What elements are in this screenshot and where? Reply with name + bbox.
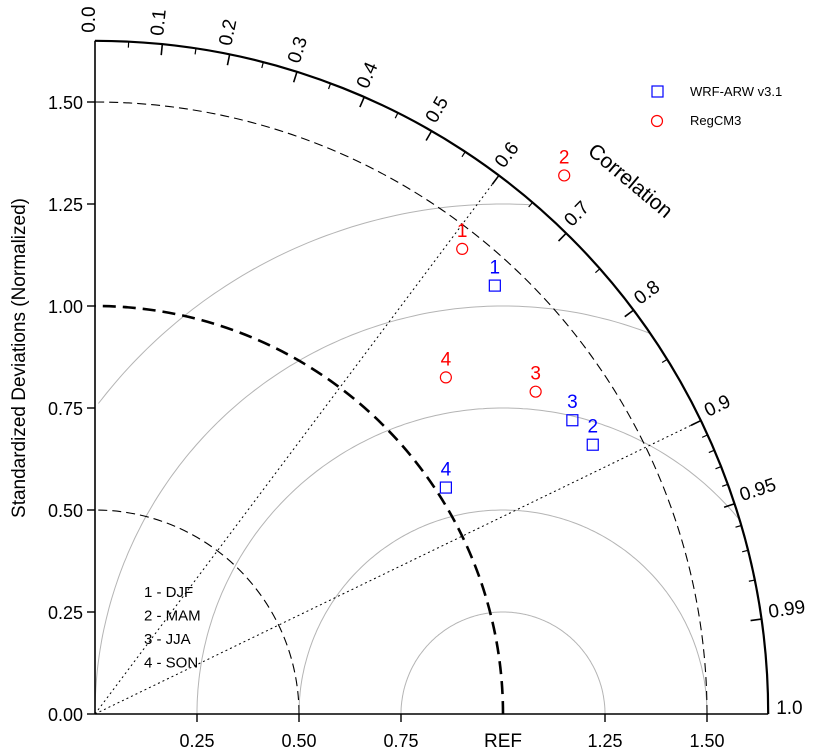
y-tick-label: 0.50 xyxy=(48,501,83,521)
correlation-tick-label: 0.1 xyxy=(147,8,171,36)
correlation-minor-tick xyxy=(461,151,466,158)
legend: WRF-ARW v3.1 RegCM3 xyxy=(650,84,782,128)
reference-std-arc xyxy=(94,304,505,715)
data-point-circle xyxy=(456,242,469,255)
y-axis-label: Standardized Deviations (Normalized) xyxy=(9,198,30,518)
y-tick-label: 0.75 xyxy=(48,399,83,419)
data-point-label: 2 xyxy=(587,417,598,438)
correlation-tick-label: 0.8 xyxy=(630,277,664,310)
correlation-tick-label: 1.0 xyxy=(776,698,802,719)
axes-frame xyxy=(94,39,770,715)
correlation-minor-tick xyxy=(742,549,749,553)
x-tick-label: 1.25 xyxy=(587,731,622,748)
correlation-tick xyxy=(425,130,433,141)
data-point-label: 3 xyxy=(530,364,541,385)
correlation-minor-tick xyxy=(661,358,668,364)
rms-arc xyxy=(196,407,739,714)
legend-entry-regcm: RegCM3 xyxy=(690,113,741,128)
data-point-circle xyxy=(439,371,452,384)
std-arc xyxy=(94,101,708,715)
correlation-minor-tick xyxy=(721,483,729,487)
correlation-tick-label: 0.95 xyxy=(737,475,779,506)
correlation-tick xyxy=(690,419,702,427)
correlation-tick xyxy=(226,54,231,66)
data-point-label: 4 xyxy=(441,349,452,370)
correlation-tick xyxy=(160,44,164,56)
correlation-tick-label: 0.0 xyxy=(79,6,100,32)
correlation-tick xyxy=(359,96,366,108)
correlation-minor-tick xyxy=(394,112,399,119)
data-point-square xyxy=(566,414,579,427)
ref-label: REF xyxy=(484,731,522,748)
correlation-tick-label: 0.99 xyxy=(767,597,807,623)
rms-arc xyxy=(98,203,530,404)
correlation-minor-tick xyxy=(327,83,332,90)
std-arc xyxy=(94,509,300,715)
legend-square-marker xyxy=(651,85,664,98)
rms-arc xyxy=(400,611,606,714)
rms-arc-group xyxy=(94,203,739,714)
legend-circle-marker xyxy=(650,114,664,128)
correlation-tick-label: 0.6 xyxy=(491,138,524,172)
correlation-minor-tick xyxy=(708,449,715,454)
season-key-item: 2 - MAM xyxy=(144,608,201,625)
data-point-label: 2 xyxy=(559,147,570,168)
x-tick-label: 0.50 xyxy=(281,731,316,748)
season-key-item: 4 - SON xyxy=(144,655,198,672)
y-tick-label: 1.50 xyxy=(48,93,83,113)
y-tick-label: 0.25 xyxy=(48,603,83,623)
rms-arc xyxy=(94,305,650,714)
correlation-tick-label: 0.2 xyxy=(215,17,241,47)
correlation-minor-tick xyxy=(701,434,708,438)
correlation-tick xyxy=(292,71,298,83)
correlation-minor-tick xyxy=(528,202,534,208)
outer-correlation-arc xyxy=(94,39,770,715)
season-key-item: 1 - DJF xyxy=(144,584,193,601)
legend-entry-wrf: WRF-ARW v3.1 xyxy=(690,84,782,99)
y-tick-label: 1.00 xyxy=(48,297,83,317)
correlation-radial-line xyxy=(94,175,500,715)
data-point-circle xyxy=(529,385,542,398)
correlation-minor-tick xyxy=(261,62,264,69)
correlation-tick xyxy=(723,503,735,508)
x-tick-label: 0.75 xyxy=(383,731,418,748)
correlation-tick-label: 0.9 xyxy=(701,391,734,421)
data-point-label: 4 xyxy=(441,460,452,481)
data-point-label: 3 xyxy=(567,392,578,413)
data-point-label: 1 xyxy=(490,258,501,279)
correlation-tick-label: 0.4 xyxy=(353,59,383,92)
y-tick-label: 0.00 xyxy=(48,705,83,725)
correlation-minor-tick xyxy=(748,579,755,582)
season-key-item: 3 - JJA xyxy=(144,631,191,648)
data-point-square xyxy=(439,481,452,494)
x-tick-label: 1.50 xyxy=(689,731,724,748)
correlation-tick xyxy=(557,232,567,242)
correlation-tick xyxy=(624,309,635,318)
y-tick-label: 1.25 xyxy=(48,195,83,215)
correlation-tick xyxy=(750,618,762,622)
correlation-minor-tick xyxy=(595,268,601,274)
correlation-minor-tick xyxy=(194,48,197,55)
correlation-minor-tick xyxy=(735,524,742,528)
correlation-radial-group xyxy=(94,175,702,715)
season-key: 1 - DJF 2 - MAM 3 - JJA 4 - SON xyxy=(144,584,201,672)
correlation-tick xyxy=(491,174,500,185)
data-point-circle xyxy=(558,169,571,182)
correlation-tick-label: 0.5 xyxy=(422,93,453,126)
correlation-minor-tick xyxy=(715,466,722,470)
data-point-label: 1 xyxy=(457,221,468,242)
correlation-tick-label: 0.7 xyxy=(560,197,593,231)
x-tick-label: 0.25 xyxy=(179,731,214,748)
correlation-radial-line xyxy=(94,420,702,715)
correlation-axis-label: Correlation xyxy=(583,139,676,223)
data-point-square xyxy=(488,279,501,292)
correlation-tick-label: 0.3 xyxy=(284,34,312,66)
rms-arc xyxy=(298,509,708,714)
std-arc-group xyxy=(94,101,708,715)
data-point-square xyxy=(586,438,599,451)
